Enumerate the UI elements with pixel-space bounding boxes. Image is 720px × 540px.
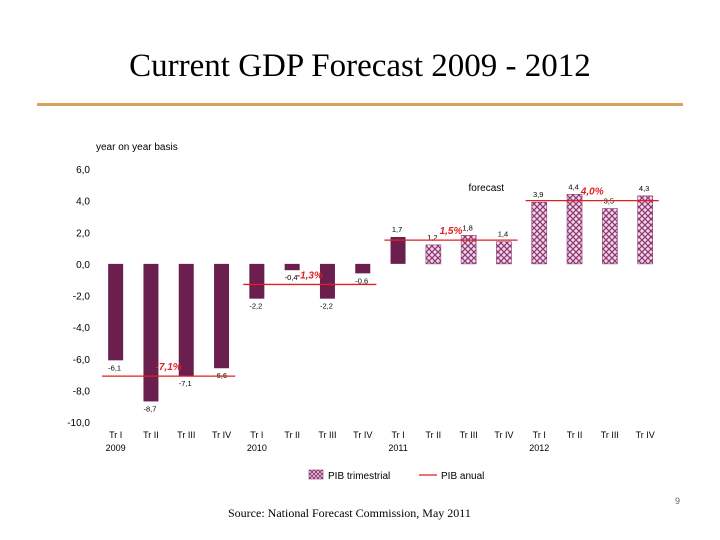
annual-average-label: -1,3% <box>297 270 323 281</box>
x-tick-label: Tr II <box>284 430 300 440</box>
year-label: 2009 <box>106 443 126 453</box>
bar <box>355 263 371 274</box>
y-tick-label: 2,0 <box>76 228 90 239</box>
x-tick-label: Tr IV <box>353 430 372 440</box>
title-divider <box>37 103 683 106</box>
bar <box>425 244 442 265</box>
bar-value-label: -0,4 <box>285 273 298 282</box>
x-tick-label: Tr III <box>601 430 619 440</box>
bar-value-label: -2,2 <box>320 302 333 311</box>
y-tick-label: -6,0 <box>73 355 91 366</box>
x-tick-label: Tr I <box>391 430 404 440</box>
bar <box>108 263 124 361</box>
bar <box>143 263 159 402</box>
x-tick-label: Tr II <box>143 430 159 440</box>
bar <box>284 263 300 271</box>
bar <box>566 194 583 265</box>
y-tick-label: 6,0 <box>76 165 90 176</box>
bar-value-label: 1,8 <box>462 223 472 232</box>
bar-value-label: 4,3 <box>639 184 649 193</box>
bar <box>602 208 618 265</box>
year-label: 2010 <box>247 443 267 453</box>
bar <box>178 263 194 377</box>
x-tick-label: Tr I <box>250 430 263 440</box>
bar-value-label: 1,4 <box>498 230 508 239</box>
bar <box>249 263 265 299</box>
forecast-annotation: forecast <box>469 183 505 194</box>
bar-value-label: -2,2 <box>249 302 262 311</box>
bar <box>637 195 653 265</box>
bar <box>214 263 230 369</box>
annual-average-label: 4,0% <box>580 187 604 198</box>
bar-value-label: 1,2 <box>427 233 437 242</box>
year-label: 2012 <box>529 443 549 453</box>
x-tick-label: Tr II <box>426 430 442 440</box>
y-tick-label: 0,0 <box>76 260 90 271</box>
x-tick-label: Tr III <box>318 430 336 440</box>
year-label: 2011 <box>388 443 407 453</box>
bar <box>319 263 335 299</box>
page-number: 9 <box>675 496 681 506</box>
legend-swatch-quarterly <box>308 469 324 480</box>
bar-value-label: -7,1 <box>179 379 192 388</box>
legend-label-annual: PIB anual <box>441 471 484 482</box>
x-tick-label: Tr IV <box>636 430 655 440</box>
x-tick-label: Tr IV <box>212 430 231 440</box>
x-tick-label: Tr IV <box>494 430 513 440</box>
annual-average-label: -7,1% <box>156 362 182 373</box>
y-axis-title: year on year basis <box>96 142 178 153</box>
bar <box>496 241 512 265</box>
x-tick-label: Tr III <box>177 430 195 440</box>
legend-label-quarterly: PIB trimestrial <box>328 471 390 482</box>
x-tick-label: Tr III <box>460 430 478 440</box>
bar-value-label: 4,4 <box>568 182 578 191</box>
annual-average-label: 1,5% <box>440 226 463 237</box>
bar <box>460 235 477 265</box>
bar-value-label: 3,9 <box>533 190 543 199</box>
x-tick-label: Tr II <box>567 430 583 440</box>
x-tick-label: Tr I <box>109 430 122 440</box>
y-tick-label: 4,0 <box>76 197 90 208</box>
y-tick-label: -2,0 <box>73 292 91 303</box>
x-tick-label: Tr I <box>533 430 546 440</box>
y-tick-label: -8,0 <box>73 386 91 397</box>
source-note: Source: National Forecast Commission, Ma… <box>228 506 471 520</box>
bar-value-label: -8,7 <box>143 404 156 413</box>
bar-value-label: -0,6 <box>355 276 368 285</box>
bar-value-label: 1,7 <box>392 225 402 234</box>
y-tick-label: -10,0 <box>67 418 90 429</box>
bar <box>390 236 406 264</box>
bar-value-label: -6,1 <box>108 363 121 372</box>
bar <box>531 201 548 265</box>
y-tick-label: -4,0 <box>73 323 91 334</box>
slide-title: Current GDP Forecast 2009 - 2012 <box>129 48 591 84</box>
